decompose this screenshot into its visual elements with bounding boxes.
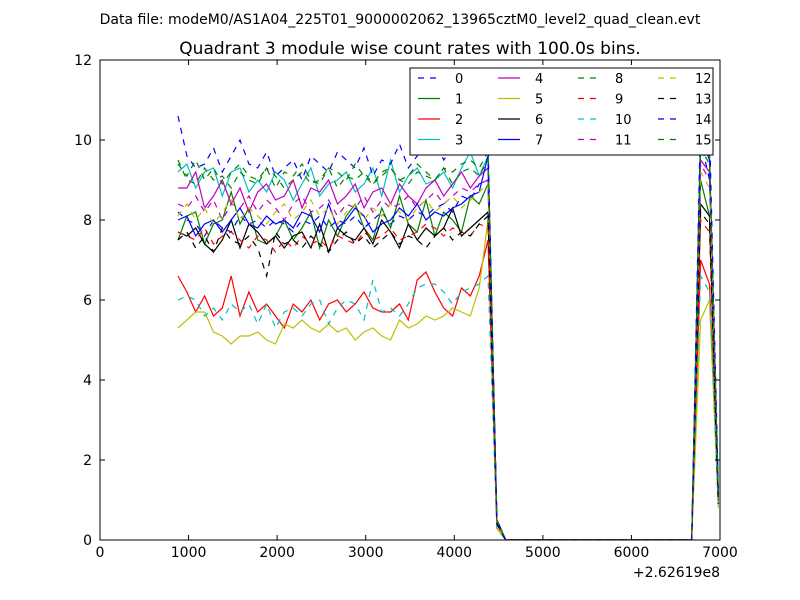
x-tick-label: 5000 (525, 545, 561, 561)
legend-box (409, 67, 714, 156)
series-line-13 (177, 210, 719, 540)
series-line-2 (177, 239, 719, 540)
x-tick-label: 0 (96, 545, 105, 561)
series-layer (177, 109, 719, 540)
series-line-15 (177, 137, 719, 540)
legend-label-14: 14 (695, 113, 712, 128)
series-line-4 (178, 158, 719, 540)
legend-label-3: 3 (455, 134, 463, 149)
series-line-10 (177, 273, 719, 540)
legend-label-9: 9 (615, 93, 623, 108)
series-line-9 (177, 218, 719, 540)
x-tick-label: 2000 (259, 545, 295, 561)
series-line-14 (177, 109, 719, 540)
legend-label-15: 15 (695, 134, 712, 149)
x-tick-label: 7000 (702, 545, 738, 561)
legend-label-1: 1 (455, 93, 463, 108)
x-tick-label: 6000 (614, 545, 650, 561)
y-tick-label: 6 (83, 293, 92, 309)
y-tick-label: 0 (83, 533, 92, 549)
legend-label-6: 6 (535, 113, 543, 128)
series-line-11 (177, 161, 719, 540)
x-tick-label: 1000 (171, 545, 207, 561)
x-tick-label: 3000 (348, 545, 384, 561)
legend-label-5: 5 (535, 93, 543, 108)
series-line-5 (177, 219, 719, 540)
chart-suptitle: Data file: modeM0/AS1A04_225T01_90000020… (100, 12, 701, 28)
series-line-12 (177, 169, 719, 540)
legend-label-0: 0 (455, 72, 463, 87)
x-offset-label: +2.62619e8 (633, 565, 720, 581)
legend-label-2: 2 (455, 113, 463, 128)
x-tick-label: 4000 (436, 545, 472, 561)
legend-label-13: 13 (695, 93, 712, 108)
legend-label-8: 8 (615, 72, 623, 87)
series-line-8 (177, 145, 719, 540)
series-line-3 (177, 127, 719, 540)
series-line-7 (177, 135, 719, 540)
legend-label-7: 7 (535, 134, 543, 149)
series-line-6 (177, 202, 719, 540)
legend-label-10: 10 (615, 113, 632, 128)
y-tick-label: 2 (83, 453, 92, 469)
y-tick-label: 8 (83, 213, 92, 229)
legend-label-12: 12 (695, 72, 712, 87)
chart-title: Quadrant 3 module wise count rates with … (179, 39, 640, 59)
y-tick-label: 10 (74, 133, 92, 149)
y-tick-label: 12 (74, 53, 92, 69)
legend-label-4: 4 (535, 72, 543, 87)
y-tick-label: 4 (83, 373, 92, 389)
legend-label-11: 11 (615, 134, 632, 149)
